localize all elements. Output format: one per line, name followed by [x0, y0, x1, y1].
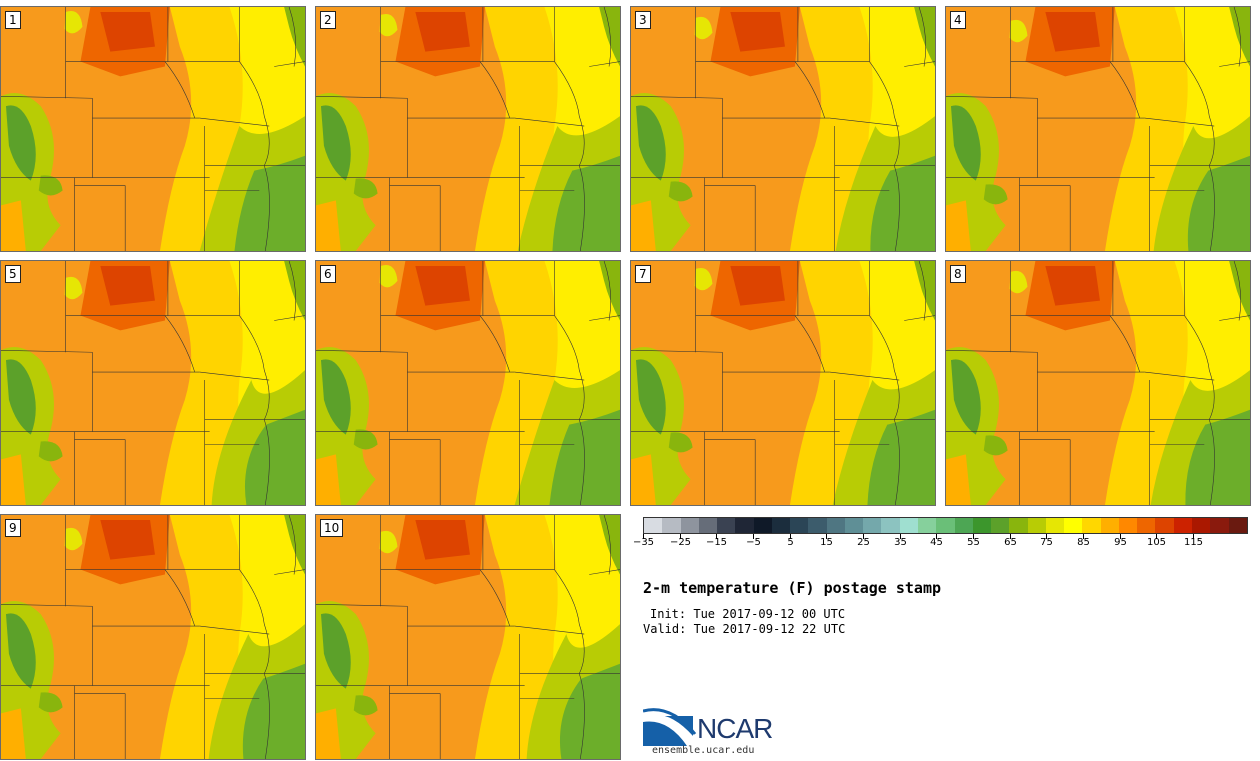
colorbar-tick	[863, 534, 864, 539]
ensemble-member-panel[interactable]: 5	[0, 260, 306, 506]
ensemble-member-panel[interactable]: 8	[945, 260, 1251, 506]
ncar-logo-icon	[643, 708, 697, 746]
colorbar-tick-label: 5	[787, 537, 794, 548]
colorbar-tick-label: 55	[967, 537, 980, 548]
member-number-label: 2	[320, 11, 336, 29]
colorbar-swatch	[844, 518, 864, 533]
member-number-label: 4	[950, 11, 966, 29]
colorbar-tick-label: 65	[1004, 537, 1017, 548]
colorbar-swatch	[1155, 518, 1174, 533]
ensemble-member-panel[interactable]: 9	[0, 514, 306, 760]
colorbar-tick	[1193, 534, 1194, 539]
colorbar-tick-label: 75	[1040, 537, 1053, 548]
member-number-label: 1	[5, 11, 21, 29]
colorbar	[643, 517, 1248, 534]
colorbar-tick-label: 105	[1146, 537, 1167, 548]
colorbar-swatch	[662, 518, 681, 533]
colorbar-swatch	[1082, 518, 1101, 533]
colorbar-swatch	[972, 518, 992, 533]
ensemble-member-panel[interactable]: 6	[315, 260, 621, 506]
colorbar-tick-label: 25	[857, 537, 870, 548]
colorbar-swatch	[1009, 518, 1028, 533]
colorbar-swatch	[808, 518, 827, 533]
colorbar-tick-label: 85	[1077, 537, 1090, 548]
colorbar-swatch	[954, 518, 973, 533]
colorbar-swatch	[771, 518, 791, 533]
colorbar-tick-label: −15	[705, 537, 728, 548]
colorbar-swatch	[1210, 518, 1229, 533]
colorbar-swatch	[790, 518, 809, 533]
colorbar-tick-label: 45	[930, 537, 943, 548]
colorbar-tick	[936, 534, 937, 539]
colorbar-tick	[643, 534, 644, 539]
colorbar-swatch	[936, 518, 955, 533]
colorbar-swatch	[1027, 518, 1046, 533]
colorbar-tick	[753, 534, 754, 539]
colorbar-tick	[1010, 534, 1011, 539]
colorbar-tick	[1156, 534, 1157, 539]
ensemble-member-panel[interactable]: 2	[315, 6, 621, 252]
colorbar-tick-label: −5	[746, 537, 761, 548]
ncar-logo-text: NCAR	[697, 713, 773, 744]
colorbar-tick	[973, 534, 974, 539]
colorbar-tick-label: −35	[632, 537, 655, 548]
colorbar-swatch	[991, 518, 1010, 533]
colorbar-tick	[1083, 534, 1084, 539]
colorbar-swatch	[1118, 518, 1138, 533]
colorbar-swatch	[680, 518, 699, 533]
colorbar-tick-label: 35	[894, 537, 907, 548]
colorbar-swatch	[1137, 518, 1156, 533]
ensemble-member-panel[interactable]: 1	[0, 6, 306, 252]
member-number-label: 10	[320, 519, 344, 537]
ncar-url: ensemble.ucar.edu	[652, 745, 755, 756]
colorbar-swatch	[826, 518, 845, 533]
member-number-label: 6	[320, 265, 336, 283]
ensemble-member-panel[interactable]: 7	[630, 260, 936, 506]
colorbar-tick	[1120, 534, 1121, 539]
colorbar-swatch	[1064, 518, 1083, 533]
init-time: Init: Tue 2017-09-12 00 UTC	[650, 607, 846, 621]
product-title: 2-m temperature (F) postage stamp	[643, 579, 942, 597]
colorbar-tick-label: 115	[1183, 537, 1204, 548]
colorbar-swatch	[1191, 518, 1211, 533]
member-number-label: 5	[5, 265, 21, 283]
colorbar-swatch	[1228, 518, 1247, 533]
colorbar-swatch	[644, 518, 663, 533]
valid-time: Valid: Tue 2017-09-12 22 UTC	[643, 622, 846, 636]
member-number-label: 3	[635, 11, 651, 29]
member-number-label: 8	[950, 265, 966, 283]
colorbar-swatch	[1100, 518, 1119, 533]
colorbar-swatch	[881, 518, 900, 533]
colorbar-swatch	[735, 518, 754, 533]
colorbar-swatch	[1173, 518, 1192, 533]
colorbar-tick	[1046, 534, 1047, 539]
member-number-label: 7	[635, 265, 651, 283]
colorbar-swatch	[698, 518, 718, 533]
colorbar-tick	[790, 534, 791, 539]
ensemble-member-panel[interactable]: 10	[315, 514, 621, 760]
ensemble-member-panel[interactable]: 4	[945, 6, 1251, 252]
colorbar-swatch	[753, 518, 772, 533]
colorbar-tick	[826, 534, 827, 539]
ensemble-member-panel[interactable]: 3	[630, 6, 936, 252]
member-number-label: 9	[5, 519, 21, 537]
colorbar-tick	[900, 534, 901, 539]
colorbar-swatch	[917, 518, 937, 533]
colorbar-tick	[680, 534, 681, 539]
colorbar-tick	[716, 534, 717, 539]
colorbar-tick-label: 15	[820, 537, 833, 548]
colorbar-swatch	[1045, 518, 1065, 533]
colorbar-swatch	[899, 518, 918, 533]
colorbar-ticks: −35 −25 −15 −5 5 15 25 35 45 55 65 75 85 95 105 115	[633, 534, 1248, 554]
colorbar-swatch	[863, 518, 882, 533]
colorbar-tick-label: −25	[669, 537, 692, 548]
colorbar-tick-label: 95	[1114, 537, 1127, 548]
colorbar-swatch	[717, 518, 736, 533]
